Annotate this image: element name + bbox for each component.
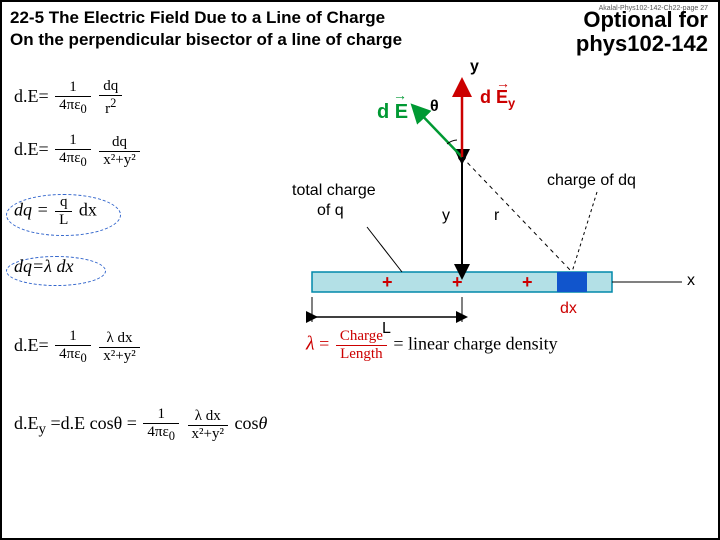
eq5-den1: 4πε bbox=[59, 346, 80, 362]
theta-label: θ bbox=[430, 98, 439, 116]
eq5-sub0: 0 bbox=[81, 351, 87, 365]
optional-note: Optional for phys102-142 bbox=[576, 8, 708, 56]
dE-arrow: → bbox=[393, 87, 407, 103]
eq3-lhs: dq = bbox=[14, 200, 49, 220]
eq6-num1: 1 bbox=[143, 406, 179, 424]
eq2-num1: 1 bbox=[55, 132, 91, 150]
eq6-lhs: d.E bbox=[14, 413, 39, 433]
eq1-lhs: d.E= bbox=[14, 86, 49, 106]
total-charge-label2: of q bbox=[317, 202, 344, 220]
eq6-den2: x²+y² bbox=[188, 426, 228, 443]
dx-label: dx bbox=[560, 300, 577, 318]
equation-1: d.E= 1 4πε0 dq r2 bbox=[14, 78, 124, 118]
eq4-text: dq=λ dx bbox=[14, 256, 73, 276]
eq6-den1: 4πε bbox=[147, 424, 168, 440]
totalq-leader bbox=[367, 227, 402, 272]
eq6-sub0: 0 bbox=[169, 429, 175, 443]
diagram: + + + + y θ → d E → d Ey total charge of… bbox=[262, 62, 712, 362]
charge-of-dq-label: charge of dq bbox=[547, 172, 636, 190]
eq1-num1: 1 bbox=[55, 79, 91, 97]
equation-6: d.Ey =d.E cosθ = 1 4πε0 λ dx x²+y² cosθ bbox=[14, 406, 267, 444]
title-line2: On the perpendicular bisector of a line … bbox=[10, 30, 402, 50]
y-label-top: y bbox=[470, 58, 479, 76]
dx-segment bbox=[557, 272, 587, 292]
eq3-num: q bbox=[55, 194, 72, 212]
eq5-lhs: d.E= bbox=[14, 335, 49, 355]
eq2-sub0: 0 bbox=[81, 155, 87, 169]
plus-1: + bbox=[382, 272, 393, 292]
r-label: r bbox=[494, 207, 499, 225]
dq-leader bbox=[572, 192, 597, 272]
eq1-den1: 4πε bbox=[59, 97, 80, 113]
eq5-den2: x²+y² bbox=[99, 348, 139, 365]
equation-4: dq=λ dx bbox=[14, 256, 73, 277]
dE-label: → d E bbox=[377, 101, 408, 124]
eq5-num1: 1 bbox=[55, 328, 91, 346]
eq5-num2: λ dx bbox=[99, 330, 139, 348]
eq2-den2: x²+y² bbox=[99, 152, 139, 169]
x-label: x bbox=[687, 272, 695, 290]
eq2-lhs: d.E= bbox=[14, 139, 49, 159]
eq1-num2: dq bbox=[99, 78, 122, 96]
eq3-dx: dx bbox=[79, 200, 97, 220]
eq1-sup2: 2 bbox=[110, 96, 116, 110]
L-label: L bbox=[382, 320, 391, 338]
equation-5: d.E= 1 4πε0 λ dx x²+y² bbox=[14, 328, 142, 366]
eq2-num2: dq bbox=[99, 134, 139, 152]
plus-3: + bbox=[522, 272, 533, 292]
equation-3: dq = q L dx bbox=[14, 194, 97, 229]
eq6-sub: y bbox=[39, 422, 47, 438]
eq3-den: L bbox=[55, 212, 72, 229]
equation-2: d.E= 1 4πε0 dq x²+y² bbox=[14, 132, 142, 170]
eq6-mid: =d.E cosθ = bbox=[51, 413, 137, 433]
plus-2: + bbox=[452, 272, 463, 292]
eq1-sub0: 0 bbox=[81, 102, 87, 116]
eq2-den1: 4πε bbox=[59, 150, 80, 166]
total-charge-label1: total charge bbox=[292, 182, 376, 200]
optional-l1: Optional for bbox=[583, 7, 708, 32]
dEy-label: → d Ey bbox=[480, 87, 515, 111]
y-label-mid: y bbox=[442, 207, 450, 225]
optional-l2: phys102-142 bbox=[576, 31, 708, 56]
eq6-num2: λ dx bbox=[188, 408, 228, 426]
dEy-arrow: → bbox=[496, 75, 510, 91]
title-line1: 22-5 The Electric Field Due to a Line of… bbox=[10, 8, 385, 28]
